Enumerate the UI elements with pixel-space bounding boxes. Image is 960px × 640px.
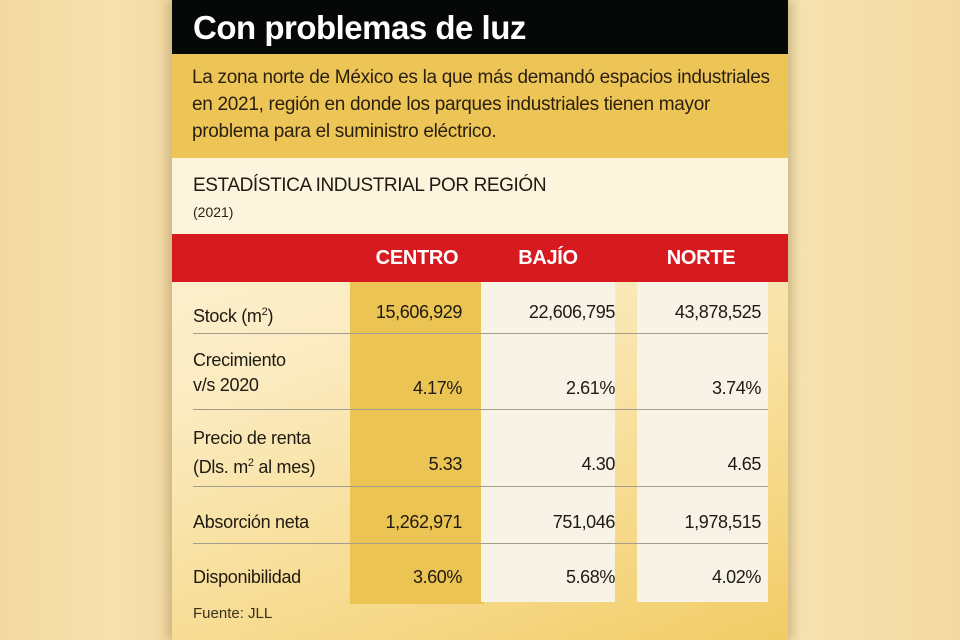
cell-bajio: 4.30	[581, 454, 616, 474]
table-header-row: CENTRO BAJÍO NORTE	[172, 234, 788, 282]
row-divider	[193, 333, 768, 334]
row-divider	[193, 543, 768, 544]
table-title-box: ESTADÍSTICA INDUSTRIAL POR REGIÓN (2021)	[172, 158, 788, 234]
cell-centro: 1,262,971	[385, 512, 463, 532]
column-bg-bajio	[481, 282, 615, 602]
cell-norte: 4.65	[727, 454, 762, 474]
column-header-centro: CENTRO	[375, 247, 459, 269]
cell-centro: 15,606,929	[375, 302, 462, 322]
infographic-card: Con problemas de luz La zona norte de Mé…	[172, 0, 788, 640]
column-bg-norte	[637, 282, 768, 602]
header-bar: Con problemas de luz	[172, 0, 788, 54]
row-label: Crecimiento v/s 2020	[193, 350, 286, 395]
cell-norte: 3.74%	[711, 378, 761, 398]
table-year: (2021)	[193, 204, 234, 220]
cell-bajio: 5.68%	[565, 567, 615, 587]
row-label: Stock (m2)	[193, 306, 274, 326]
column-header-bajio: BAJÍO	[518, 247, 578, 269]
row-divider	[193, 409, 768, 410]
cell-bajio: 751,046	[552, 512, 616, 532]
cell-norte: 1,978,515	[684, 512, 762, 532]
table-row: Absorción neta 1,262,971 751,046 1,978,5…	[172, 486, 788, 546]
column-header-norte: NORTE	[666, 247, 736, 269]
table-row: Stock (m2) 15,606,929 22,606,795 43,878,…	[172, 282, 788, 342]
column-bg-centro	[350, 282, 484, 604]
table-title: ESTADÍSTICA INDUSTRIAL POR REGIÓN	[193, 175, 547, 196]
row-label: Absorción neta	[193, 512, 309, 532]
cell-norte: 4.02%	[711, 567, 761, 587]
infographic-title: Con problemas de luz	[193, 9, 526, 46]
table-row: Precio de renta (Dls. m2 al mes) 5.33 4.3…	[172, 416, 788, 488]
source-note: Fuente: JLL	[193, 605, 273, 622]
cell-centro: 5.33	[428, 454, 463, 474]
cell-norte: 43,878,525	[674, 302, 761, 322]
cell-bajio: 2.61%	[565, 378, 615, 398]
row-divider	[193, 486, 768, 487]
cell-centro: 4.17%	[412, 378, 462, 398]
table-row: Crecimiento v/s 2020 4.17% 2.61% 3.74%	[172, 334, 788, 416]
cell-centro: 3.60%	[412, 567, 462, 587]
row-label: Disponibilidad	[193, 567, 301, 587]
table-row: Disponibilidad 3.60% 5.68% 4.02%	[172, 546, 788, 604]
row-label: Precio de renta (Dls. m2 al mes)	[193, 428, 316, 477]
cell-bajio: 22,606,795	[528, 302, 615, 322]
description-text: La zona norte de México es la que más de…	[192, 67, 770, 142]
description-box: La zona norte de México es la que más de…	[172, 54, 788, 158]
